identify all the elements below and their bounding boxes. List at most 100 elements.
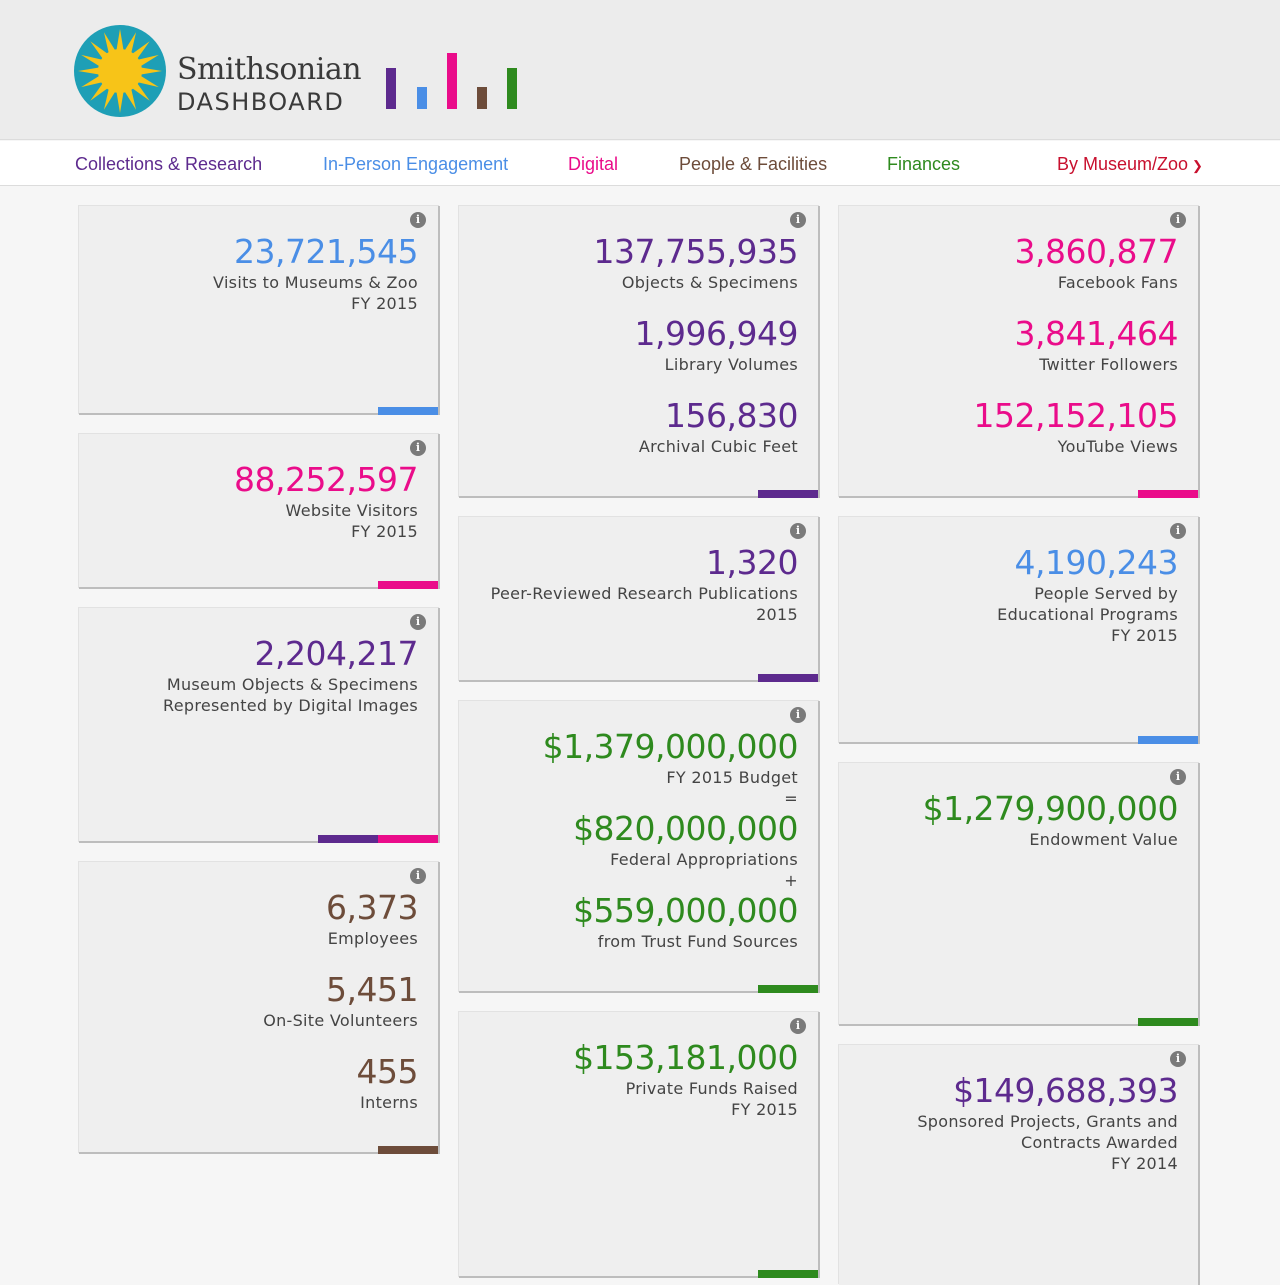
- info-icon[interactable]: i: [410, 868, 426, 884]
- stat-period: FY 2015: [351, 294, 418, 313]
- nav-by-museum-label: By Museum/Zoo: [1057, 154, 1189, 174]
- info-icon[interactable]: i: [410, 440, 426, 456]
- stat-value: 5,451: [326, 970, 418, 1009]
- chevron-down-icon: ❯: [1192, 158, 1203, 173]
- card-education: i 4,190,243 People Served by Educational…: [839, 517, 1200, 744]
- info-icon[interactable]: i: [1170, 1051, 1186, 1067]
- info-icon[interactable]: i: [410, 212, 426, 228]
- stat-youtube: 152,152,105 YouTube Views: [973, 396, 1179, 457]
- stat-objects: 137,755,935 Objects & Specimens: [594, 232, 799, 293]
- stat-label: Private Funds Raised: [625, 1079, 798, 1098]
- stat-label-2: Represented by Digital Images: [163, 696, 418, 715]
- bar-chart-logo-icon: [386, 53, 526, 109]
- stat-archival: 156,830 Archival Cubic Feet: [594, 396, 799, 457]
- stat-label: On-Site Volunteers: [263, 1011, 418, 1030]
- nav-digital[interactable]: Digital: [568, 154, 619, 174]
- stat-value: 6,373: [326, 888, 418, 927]
- budget-federal-value: $820,000,000: [573, 809, 798, 848]
- stat-label-2: Educational Programs: [997, 605, 1178, 624]
- stat-value: 88,252,597: [234, 460, 418, 499]
- stat-label: Endowment Value: [1029, 830, 1178, 849]
- nav-finances[interactable]: Finances: [887, 154, 961, 174]
- stat-facebook: 3,860,877 Facebook Fans: [974, 232, 1179, 293]
- stat-value: $1,279,900,000: [922, 789, 1179, 828]
- stat-value: 455: [356, 1052, 419, 1091]
- stat-value: 156,830: [665, 396, 798, 435]
- budget-trust-label: from Trust Fund Sources: [597, 932, 798, 951]
- stat-label: People Served by: [1034, 584, 1178, 603]
- info-icon[interactable]: i: [1170, 769, 1186, 785]
- nav-people-facilities[interactable]: People & Facilities: [679, 154, 828, 174]
- brand: Smithsonian DASHBOARD: [177, 52, 362, 116]
- stat-label: Archival Cubic Feet: [638, 437, 798, 456]
- info-icon[interactable]: i: [1170, 523, 1186, 539]
- info-icon[interactable]: i: [410, 614, 426, 630]
- stat-value: 3,841,464: [1014, 314, 1179, 353]
- info-icon[interactable]: i: [790, 212, 806, 228]
- stat-value: $149,688,393: [953, 1071, 1178, 1110]
- category-accent-bar: [378, 835, 438, 843]
- stat-interns: 455 Interns: [263, 1052, 419, 1113]
- stat-label: YouTube Views: [1057, 437, 1178, 456]
- equals-sign: =: [784, 789, 798, 808]
- info-icon[interactable]: i: [790, 707, 806, 723]
- stat-value: 152,152,105: [973, 396, 1179, 435]
- card-private-funds: i $153,181,000 Private Funds Raised FY 2…: [459, 1012, 820, 1278]
- stat-label: Visits to Museums & Zoo: [213, 273, 418, 292]
- category-accent-bar: [318, 835, 378, 843]
- stat-volunteers: 5,451 On-Site Volunteers: [263, 970, 418, 1031]
- nav-in-person-engagement[interactable]: In-Person Engagement: [323, 154, 509, 174]
- info-icon[interactable]: i: [790, 523, 806, 539]
- main-nav: Collections & Research In-Person Engagem…: [0, 141, 1280, 186]
- card-collections: i 137,755,935 Objects & Specimens 1,996,…: [459, 206, 820, 498]
- nav-by-museum-dropdown[interactable]: By Museum/Zoo ❯: [1057, 154, 1203, 175]
- budget-trust-value: $559,000,000: [573, 891, 798, 930]
- card-staff: i 6,373 Employees 5,451 On-Site Voluntee…: [79, 862, 440, 1154]
- budget-federal-label: Federal Appropriations: [610, 850, 798, 869]
- stat-library: 1,996,949 Library Volumes: [594, 314, 799, 375]
- stat-value: 1,996,949: [634, 314, 799, 353]
- stat-value: 1,320: [706, 543, 798, 582]
- nav-collections-research[interactable]: Collections & Research: [75, 154, 263, 174]
- card-publications: i 1,320 Peer-Reviewed Research Publicati…: [459, 517, 820, 682]
- stat-label-2: Contracts Awarded: [1021, 1133, 1178, 1152]
- header: Smithsonian DASHBOARD: [0, 0, 1280, 140]
- stat-period: FY 2015: [731, 1100, 798, 1119]
- card-endowment: i $1,279,900,000 Endowment Value: [839, 763, 1200, 1026]
- budget-total-value: $1,379,000,000: [542, 727, 799, 766]
- stat-label: Interns: [360, 1093, 418, 1112]
- stat-label: Library Volumes: [664, 355, 798, 374]
- stat-label: Sponsored Projects, Grants and: [917, 1112, 1178, 1131]
- stat-employees: 6,373 Employees: [263, 888, 418, 949]
- stat-period: 2015: [756, 605, 798, 624]
- stat-label: Website Visitors: [285, 501, 418, 520]
- stat-label: Facebook Fans: [1057, 273, 1178, 292]
- stat-label: Employees: [327, 929, 418, 948]
- info-icon[interactable]: i: [790, 1018, 806, 1034]
- category-accent-bar: [378, 581, 438, 589]
- card-budget: i $1,379,000,000 FY 2015 Budget = $820,0…: [459, 701, 820, 993]
- stat-label: Objects & Specimens: [621, 273, 798, 292]
- smithsonian-sun-logo[interactable]: [74, 25, 166, 117]
- card-visits: i 23,721,545 Visits to Museums & Zoo FY …: [79, 206, 440, 415]
- plus-sign: +: [784, 871, 798, 890]
- stat-period: FY 2014: [1111, 1154, 1178, 1173]
- category-accent-bar: [758, 490, 818, 498]
- stat-value: 2,204,217: [254, 634, 419, 673]
- stat-period: FY 2015: [351, 522, 418, 541]
- category-accent-bar: [758, 674, 818, 682]
- card-digital-images: i 2,204,217 Museum Objects & Specimens R…: [79, 608, 440, 843]
- info-icon[interactable]: i: [1170, 212, 1186, 228]
- stat-value: $153,181,000: [573, 1038, 798, 1077]
- card-social: i 3,860,877 Facebook Fans 3,841,464 Twit…: [839, 206, 1200, 498]
- category-accent-bar: [378, 1146, 438, 1154]
- brand-sub: DASHBOARD: [177, 88, 345, 116]
- stat-label: Museum Objects & Specimens: [166, 675, 418, 694]
- category-accent-bar: [758, 1270, 818, 1278]
- stat-label: Twitter Followers: [1039, 355, 1178, 374]
- card-sponsored-projects: i $149,688,393 Sponsored Projects, Grant…: [839, 1045, 1200, 1285]
- stat-value: 23,721,545: [234, 232, 418, 271]
- budget-total-label: FY 2015 Budget: [666, 768, 798, 787]
- brand-name: Smithsonian: [177, 52, 362, 87]
- category-accent-bar: [1138, 1018, 1198, 1026]
